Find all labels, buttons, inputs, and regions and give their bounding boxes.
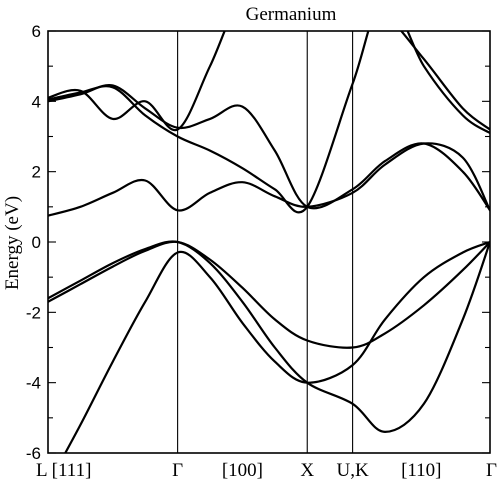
y-tick-label: -4	[26, 374, 41, 393]
x-tick-label: U,K	[337, 460, 369, 481]
band-line	[48, 31, 490, 132]
x-tick-labels: L [111] Γ X U,K Γ [100] [110]	[36, 460, 497, 481]
y-tick-labels: 6 4 2 0 -2 -4 -6	[26, 22, 41, 463]
band-lines	[48, 31, 490, 453]
symmetry-lines	[177, 31, 354, 453]
y-tick-label: -6	[26, 444, 41, 463]
x-tick-label: Γ	[486, 460, 497, 481]
x-direction-label: [110]	[401, 460, 441, 481]
band-line	[64, 240, 490, 453]
x-tick-label: Γ	[172, 460, 183, 481]
y-tick-label: 4	[32, 92, 41, 111]
x-direction-label: [100]	[222, 460, 263, 481]
y-tick-label: -2	[26, 303, 41, 322]
y-tick-label: 2	[32, 163, 41, 182]
chart-title: Germanium	[246, 4, 337, 25]
band-line	[48, 142, 490, 217]
band-line	[48, 31, 490, 214]
band-line	[48, 84, 490, 212]
y-axis-label: Energy (eV)	[2, 196, 23, 290]
plot-frame	[47, 30, 491, 454]
x-tick-label: X	[300, 460, 314, 481]
y-tick-label: 6	[32, 22, 41, 41]
band-line	[48, 240, 490, 349]
band-line	[48, 240, 490, 433]
x-tick-label: L [111]	[36, 460, 91, 481]
y-tick-label: 0	[32, 233, 41, 252]
axis-ticks	[48, 30, 490, 454]
